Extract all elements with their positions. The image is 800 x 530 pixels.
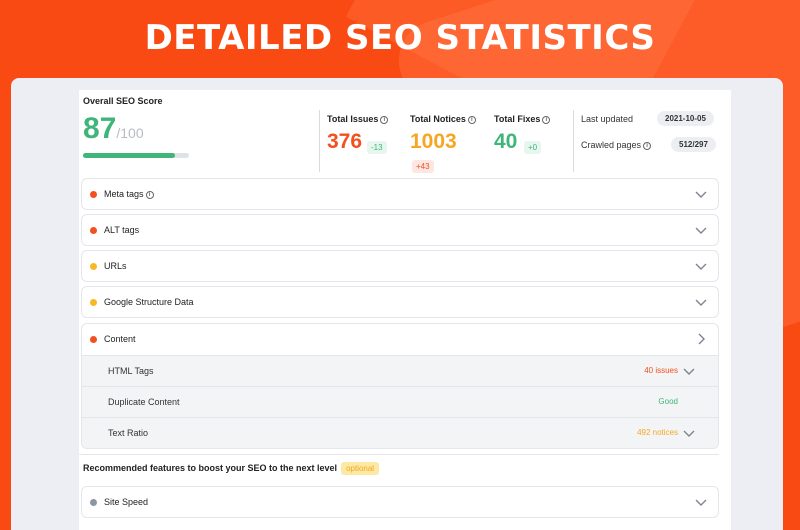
- total-fixes-label-text: Total Fixes: [494, 114, 541, 124]
- chevron-down-icon[interactable]: [682, 364, 696, 378]
- accordion-google-structure-data[interactable]: Google Structure Data: [81, 286, 719, 318]
- chevron-down-icon[interactable]: [694, 223, 708, 237]
- total-issues-value: 376: [327, 130, 363, 153]
- app-frame: Overall SEO Score 87/100 Total Issues i 3…: [11, 78, 783, 530]
- row-label: Meta tags i: [104, 189, 154, 199]
- sub-row-label: HTML Tags: [108, 366, 154, 376]
- divider: [319, 110, 320, 172]
- sub-row-html-tags[interactable]: HTML Tags 40 issues: [82, 355, 718, 386]
- accordion-meta-tags[interactable]: Meta tags i: [81, 178, 719, 210]
- score-max: /100: [116, 125, 144, 141]
- status-dot: [90, 263, 97, 270]
- crawled-pages-label: Crawled pages i: [581, 140, 652, 150]
- total-fixes-delta: +0: [524, 141, 542, 154]
- chevron-down-icon[interactable]: [694, 187, 708, 201]
- total-notices-delta: +43: [412, 160, 434, 173]
- row-label: Content: [104, 334, 136, 344]
- status-dot: [90, 227, 97, 234]
- total-issues-label: Total Issues i: [327, 114, 389, 124]
- chevron-down-icon[interactable]: [694, 259, 708, 273]
- accordion-alt-tags[interactable]: ALT tags: [81, 214, 719, 246]
- chevron-down-icon[interactable]: [694, 495, 708, 509]
- recommended-label-text: Recommended features to boost your SEO t…: [83, 463, 338, 473]
- total-fixes-value: 40: [494, 130, 518, 153]
- info-icon[interactable]: i: [542, 116, 551, 124]
- total-issues-label-text: Total Issues: [327, 114, 379, 124]
- status-dot: [90, 191, 97, 198]
- row-label: Google Structure Data: [104, 297, 194, 307]
- info-icon[interactable]: i: [467, 116, 476, 124]
- crawled-pages-label-text: Crawled pages: [581, 140, 642, 150]
- row-label: URLs: [104, 261, 127, 271]
- accordion-content: Content HTML Tags 40 issues Duplicate Co…: [81, 323, 719, 449]
- score-progress-fill: [83, 153, 176, 158]
- last-updated-label: Last updated: [581, 114, 634, 124]
- total-notices-label: Total Notices i: [410, 114, 476, 124]
- sub-row-status: 492 notices: [637, 428, 678, 437]
- row-label: Site Speed: [104, 497, 149, 507]
- sub-row-status: Good: [658, 397, 678, 406]
- overall-score: 87/100: [83, 112, 144, 146]
- info-icon[interactable]: i: [145, 191, 154, 199]
- last-updated-value: 2021-10-05: [657, 111, 714, 126]
- crawled-pages-value: 512/297: [671, 137, 716, 152]
- accordion-urls[interactable]: URLs: [81, 250, 719, 282]
- accordion-site-speed[interactable]: Site Speed: [81, 486, 719, 518]
- sub-row-status: 40 issues: [644, 366, 678, 375]
- chevron-down-icon[interactable]: [682, 426, 696, 440]
- info-icon[interactable]: i: [380, 116, 389, 124]
- status-dot: [90, 499, 97, 506]
- total-fixes-label: Total Fixes i: [494, 114, 551, 124]
- divider: [573, 110, 574, 172]
- banner-title: DETAILED SEO STATISTICS: [144, 18, 656, 58]
- total-notices-value: 1003: [410, 130, 457, 153]
- seo-panel: Overall SEO Score 87/100 Total Issues i 3…: [79, 90, 731, 530]
- info-icon[interactable]: i: [643, 142, 652, 150]
- chevron-down-icon[interactable]: [694, 295, 708, 309]
- recommended-label: Recommended features to boost your SEO t…: [83, 462, 380, 475]
- row-label: ALT tags: [104, 225, 140, 235]
- section-divider: [79, 454, 719, 455]
- sub-row-duplicate-content[interactable]: Duplicate Content Good: [82, 386, 718, 417]
- score-progress-bar: [83, 153, 189, 158]
- status-dot: [90, 299, 97, 306]
- sub-row-text-ratio[interactable]: Text Ratio 492 notices: [82, 417, 718, 448]
- score-section: Overall SEO Score 87/100 Total Issues i 3…: [79, 90, 731, 180]
- chevron-right-icon[interactable]: [694, 332, 708, 346]
- content-header[interactable]: Content: [82, 324, 718, 355]
- row-label-text: Meta tags: [104, 189, 144, 199]
- sub-row-label: Text Ratio: [108, 428, 149, 438]
- optional-badge: optional: [341, 462, 380, 475]
- total-issues-delta: -13: [367, 141, 387, 154]
- status-dot: [90, 336, 97, 343]
- overall-score-label: Overall SEO Score: [83, 96, 163, 106]
- total-notices-label-text: Total Notices: [410, 114, 466, 124]
- score-value: 87: [83, 112, 117, 145]
- sub-row-label: Duplicate Content: [108, 397, 180, 407]
